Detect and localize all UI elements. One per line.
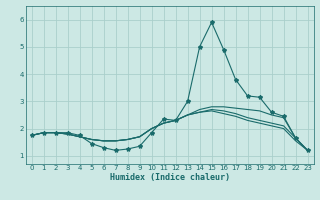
X-axis label: Humidex (Indice chaleur): Humidex (Indice chaleur) bbox=[109, 173, 230, 182]
